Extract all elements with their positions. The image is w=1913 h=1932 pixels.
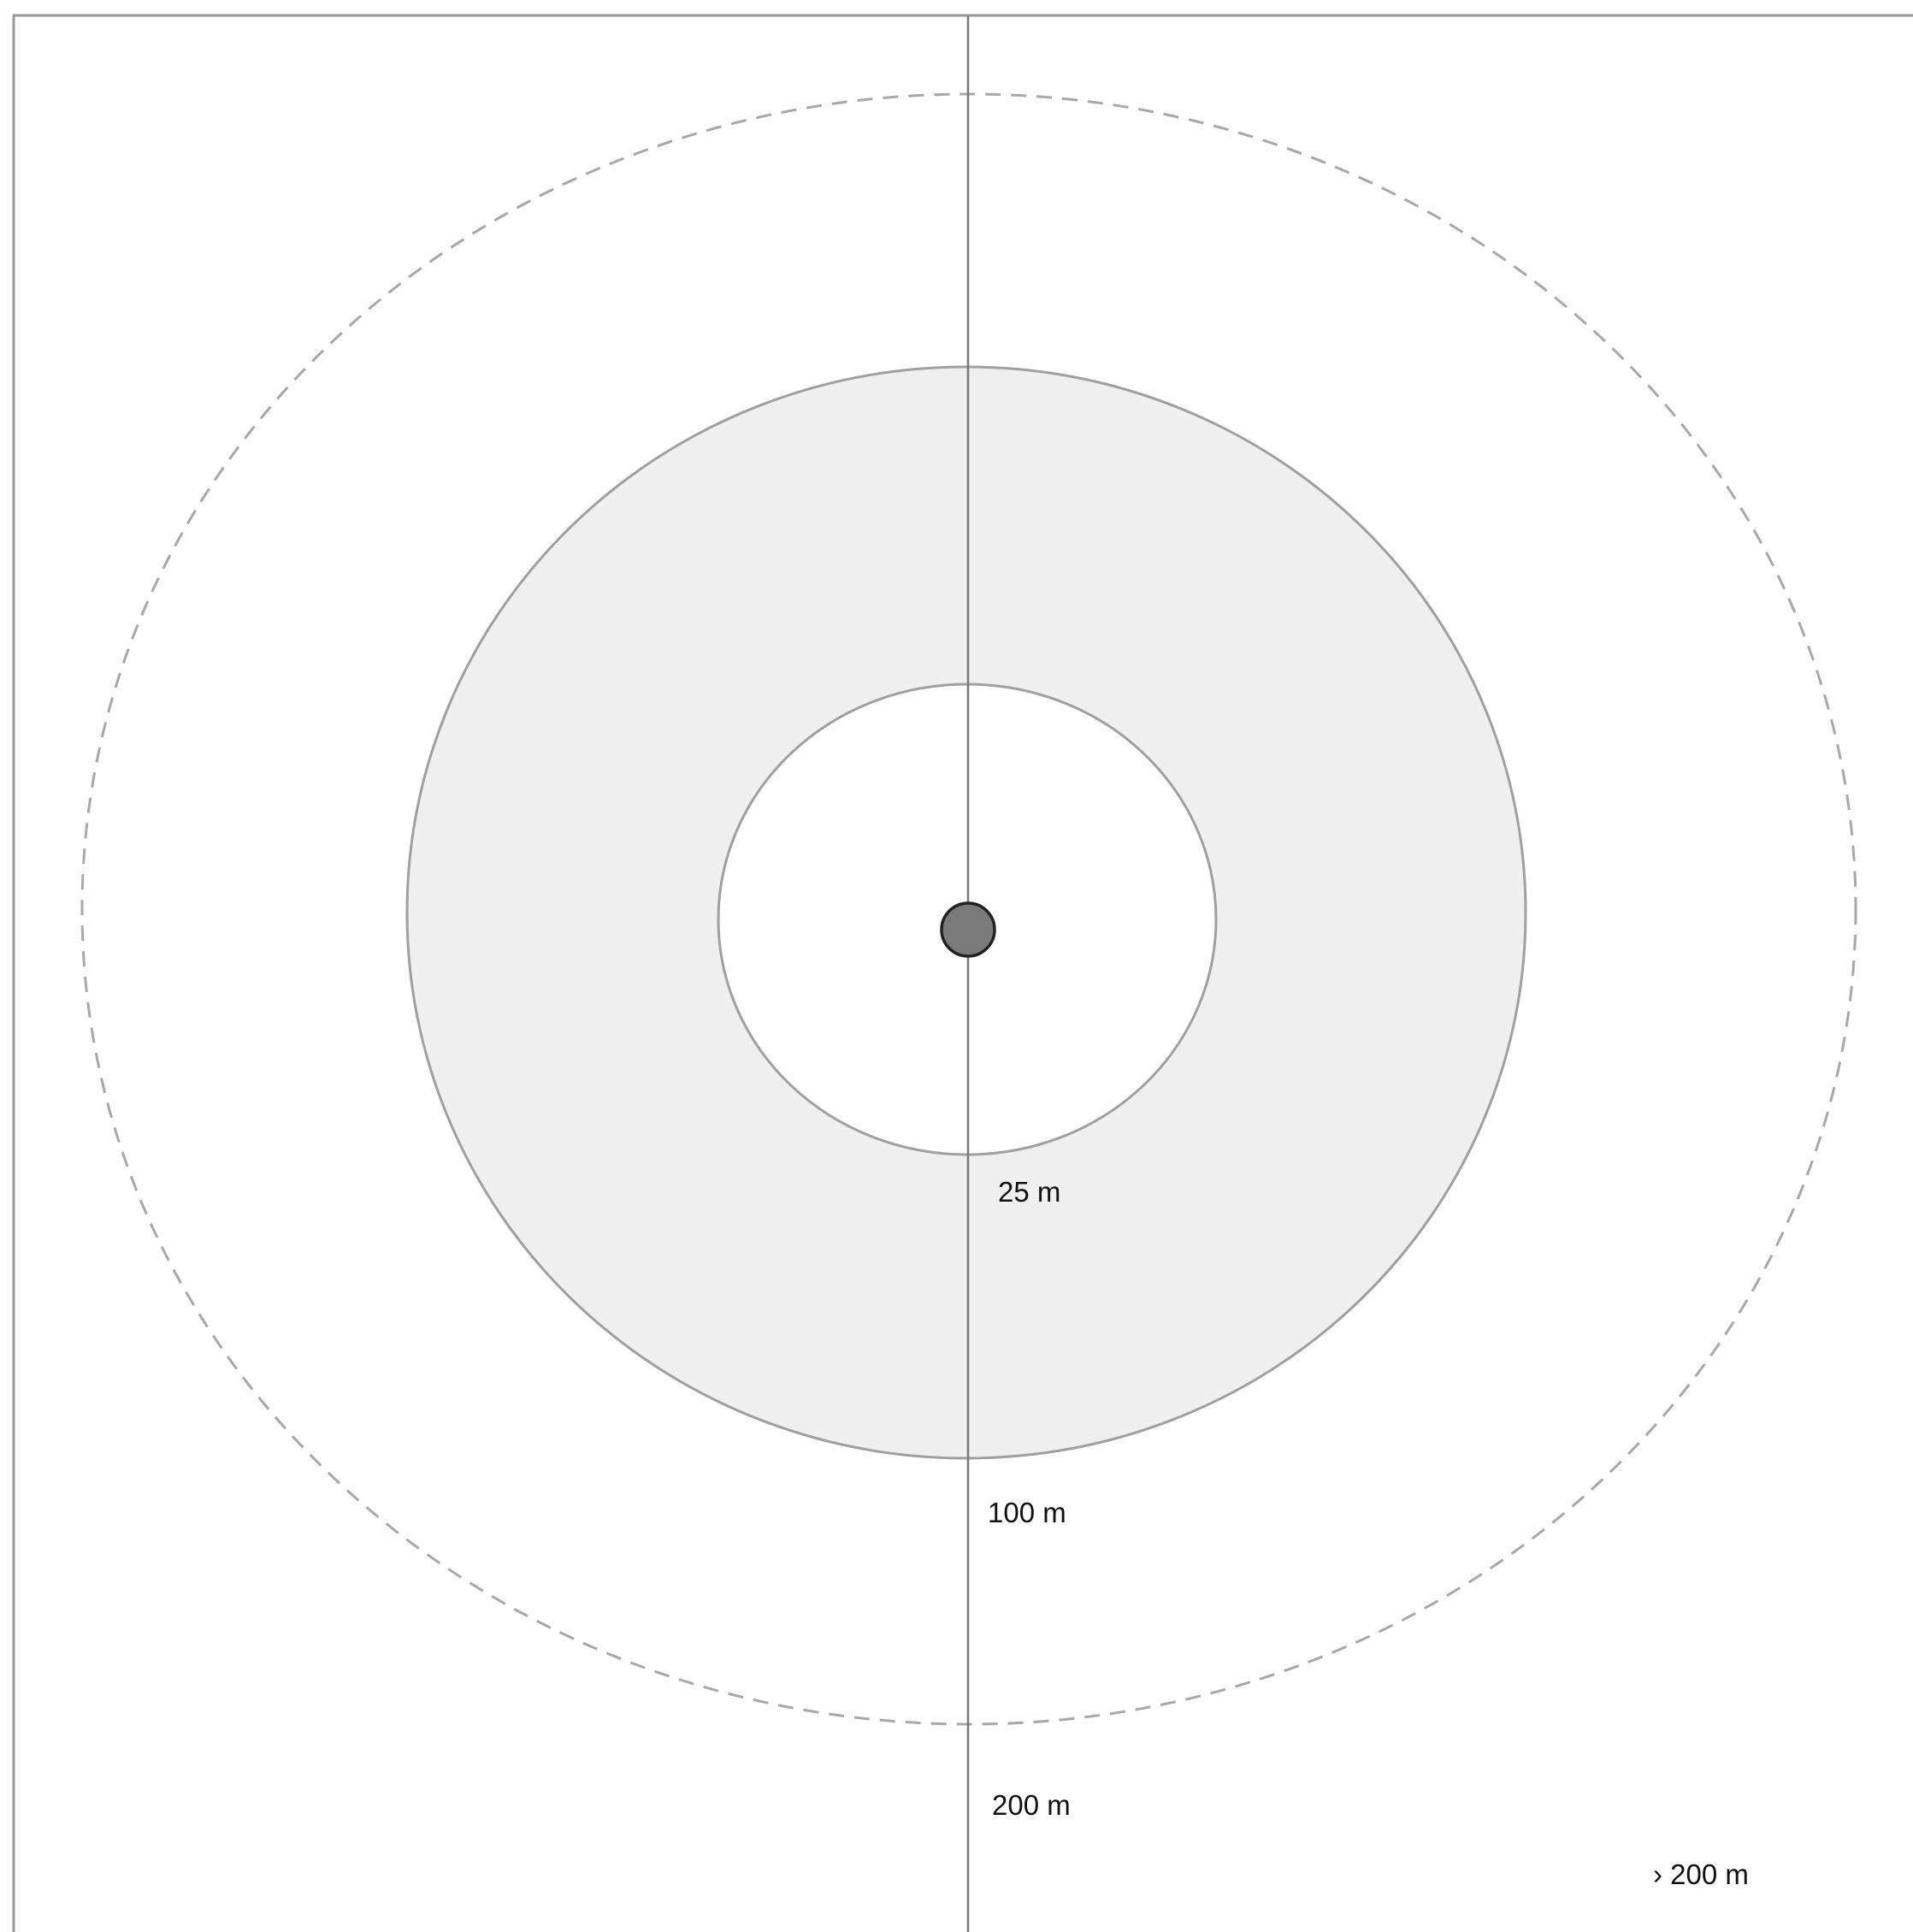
label-25m: 25 m [998,1176,1060,1208]
label-100m: 100 m [988,1497,1066,1528]
label-200m: 200 m [992,1789,1071,1821]
center-point [940,901,996,958]
label-beyond-200m: › 200 m [1653,1858,1749,1890]
